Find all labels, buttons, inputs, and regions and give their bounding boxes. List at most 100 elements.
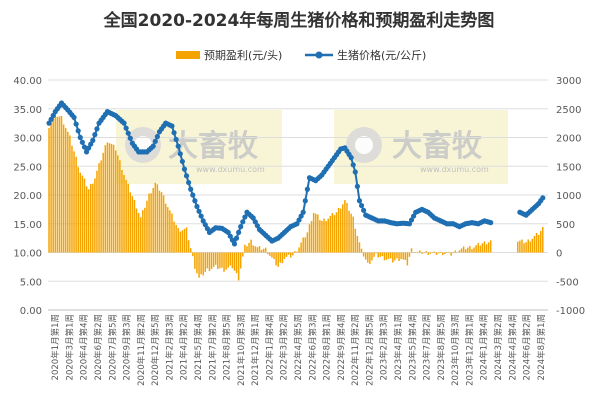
profit-bar [56, 116, 59, 253]
profit-bar [162, 195, 165, 253]
profit-bar [321, 220, 323, 253]
profit-bar [208, 252, 211, 272]
profit-bar [319, 220, 321, 253]
profit-bar [381, 252, 384, 257]
profit-bar [225, 252, 227, 270]
price-point [154, 133, 160, 140]
x-tick-label: 2021年4月第2周 [179, 314, 190, 380]
profit-bar [296, 251, 298, 253]
price-point [152, 138, 158, 144]
x-tick-label: 2023年4月第1周 [393, 314, 404, 380]
price-line [46, 100, 546, 247]
profit-bar [400, 252, 402, 259]
profit-bar [298, 247, 300, 253]
profit-bar [452, 252, 454, 254]
profit-bar [396, 252, 398, 259]
price-point [302, 198, 308, 204]
profit-bar [448, 251, 450, 253]
y-left-tick-label: 25.00 [13, 162, 42, 173]
profit-bar [479, 245, 482, 253]
price-point [71, 114, 77, 120]
profit-bar [356, 235, 359, 253]
profit-bar [383, 252, 386, 261]
price-point [92, 132, 98, 138]
profit-bar [273, 252, 275, 260]
profit-bar [331, 213, 334, 253]
x-tick-label: 2022年12月第5周 [364, 314, 375, 386]
profit-bar [231, 252, 234, 269]
profit-bar [156, 184, 159, 253]
x-tick-label: 2020年9月第3周 [122, 314, 133, 380]
price-point [123, 125, 129, 131]
profit-bar [483, 241, 486, 253]
price-point [177, 151, 183, 157]
profit-bar [387, 252, 390, 259]
profit-bar [139, 217, 142, 253]
price-point [121, 120, 127, 126]
profit-bar [406, 252, 409, 266]
profit-bar [525, 242, 527, 253]
profit-bar [185, 227, 188, 253]
x-tick-label: 2021年5月第4周 [193, 314, 204, 380]
profit-bar [521, 239, 523, 253]
price-point [229, 237, 235, 243]
x-tick-label: 2022年11月第2周 [350, 314, 361, 386]
price-point [298, 213, 304, 219]
profit-bar [123, 174, 125, 253]
profit-bar [171, 213, 173, 253]
profit-bar [385, 252, 388, 260]
profit-bar [239, 252, 242, 269]
x-tick-label: 2022年3月第2周 [279, 314, 290, 380]
price-point [183, 173, 190, 179]
profit-bar [221, 252, 223, 268]
legend-swatch-price-marker [315, 51, 323, 59]
profit-bar [352, 216, 354, 253]
profit-bar [487, 242, 490, 253]
profit-bar [206, 252, 209, 269]
profit-bar [275, 252, 277, 266]
price-point [540, 195, 546, 201]
y-right-tick-label: 2500 [556, 105, 581, 116]
profit-bar [256, 247, 259, 253]
profit-bar [410, 248, 413, 253]
y-left-tick-label: 35.00 [13, 105, 42, 116]
y-left-tick-label: 40.00 [13, 76, 42, 87]
profit-bar [302, 237, 304, 253]
profit-bar [237, 252, 240, 281]
profit-bar [50, 122, 52, 253]
profit-bar [252, 245, 254, 253]
price-point [50, 112, 56, 119]
y-axis-left: 0.00 5.00 10.00 15.00 20.00 25.00 30.00 35.00 40… [13, 76, 42, 317]
x-tick-label: 2024年6月第2周 [522, 314, 533, 380]
price-point [406, 221, 413, 227]
profit-bar [325, 221, 327, 253]
price-point [79, 139, 85, 145]
profit-bar [404, 252, 407, 261]
profit-bar [196, 252, 198, 274]
profit-bar [379, 252, 382, 257]
profit-bar [119, 160, 121, 253]
profit-bar [408, 252, 411, 257]
profit-bar [435, 252, 438, 255]
profit-bar [527, 239, 529, 253]
profit-bar [329, 215, 332, 253]
profit-bar [58, 116, 61, 253]
profit-bar [294, 251, 296, 253]
profit-bar [152, 188, 154, 253]
price-point [190, 192, 196, 198]
profit-bar [369, 252, 371, 264]
x-axis: 2020年1月第1周 2020年3月第1周 2020年4月第4周 2020年6月第2周… [48, 309, 548, 386]
price-point [354, 183, 360, 189]
profit-bar [48, 128, 50, 253]
y-left-tick-label: 5.00 [20, 277, 42, 288]
profit-bar [98, 163, 100, 253]
profit-bar [446, 252, 448, 253]
price-point [198, 213, 204, 219]
profit-bar [354, 228, 357, 253]
profit-bar [133, 199, 136, 253]
profit-bar [264, 247, 267, 253]
profit-bar [519, 240, 521, 253]
x-tick-label: 2021年8月第5周 [222, 314, 233, 380]
profit-bar [456, 252, 459, 253]
profit-bar [175, 224, 177, 253]
